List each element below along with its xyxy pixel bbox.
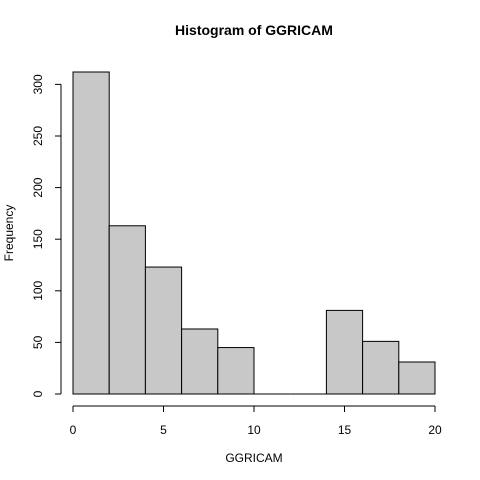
x-tick-label: 20 bbox=[428, 423, 442, 437]
y-axis: 0 50 100 150 200 250 300 bbox=[31, 74, 62, 397]
bars-group bbox=[72, 71, 436, 395]
y-tick-label: 250 bbox=[31, 126, 45, 146]
histogram-bar bbox=[398, 361, 436, 395]
histogram-bar bbox=[217, 347, 255, 395]
y-tick-label: 200 bbox=[31, 177, 45, 197]
x-axis: 0 5 10 15 20 bbox=[70, 405, 442, 437]
x-tick-label: 10 bbox=[247, 423, 261, 437]
x-tick-label: 5 bbox=[160, 423, 167, 437]
histogram-bar bbox=[108, 225, 146, 395]
y-tick-label: 0 bbox=[31, 390, 45, 397]
y-tick-label: 150 bbox=[31, 229, 45, 249]
x-axis-label: GGRICAM bbox=[225, 451, 282, 465]
histogram-bar bbox=[325, 309, 364, 395]
y-axis-label: Frequency bbox=[2, 205, 16, 262]
histogram-bar bbox=[181, 328, 219, 395]
y-tick-label: 100 bbox=[31, 280, 45, 300]
x-tick-label: 0 bbox=[70, 423, 77, 437]
histogram-bar bbox=[362, 340, 400, 395]
histogram-bar bbox=[144, 266, 183, 395]
y-tick-label: 50 bbox=[31, 335, 45, 349]
histogram-bar bbox=[72, 71, 110, 395]
chart-title: Histogram of GGRICAM bbox=[175, 22, 333, 38]
y-tick-label: 300 bbox=[31, 74, 45, 94]
x-tick-label: 15 bbox=[338, 423, 352, 437]
